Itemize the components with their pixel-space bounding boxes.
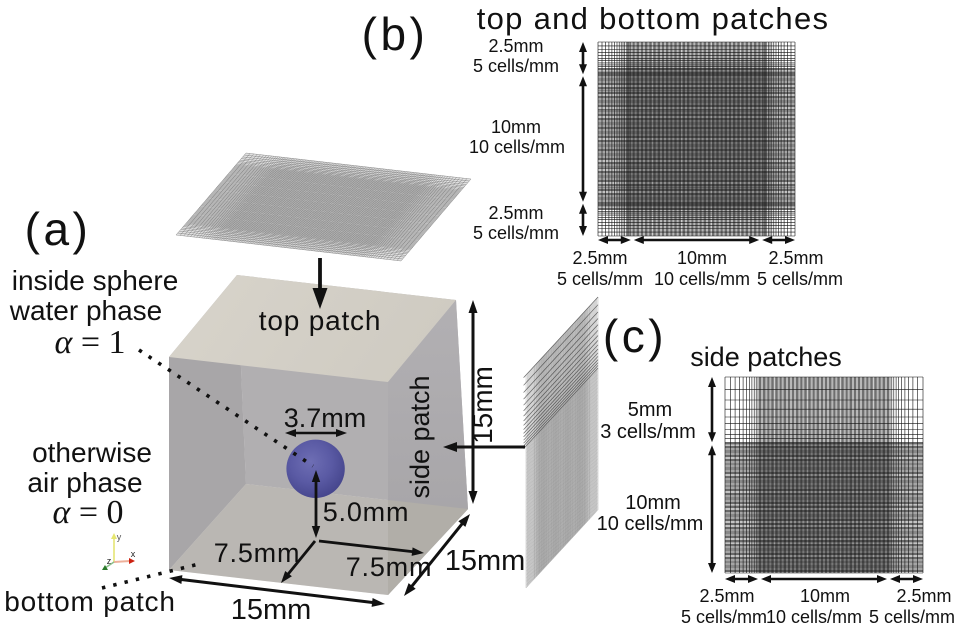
svg-text:5.0mm: 5.0mm	[323, 497, 410, 527]
svg-text:side patch: side patch	[405, 375, 435, 498]
svg-text:2.5mm: 2.5mm	[572, 248, 627, 268]
svg-text:α = 1: α = 1	[54, 324, 125, 361]
svg-text:otherwise: otherwise	[32, 437, 152, 468]
svg-text:(b): (b)	[362, 8, 429, 60]
svg-text:top patch: top patch	[259, 305, 381, 336]
svg-text:15mm: 15mm	[445, 545, 526, 577]
svg-text:y: y	[117, 532, 122, 542]
svg-text:10 cells/mm: 10 cells/mm	[469, 137, 565, 157]
svg-text:x: x	[131, 549, 136, 559]
svg-text:10mm: 10mm	[625, 492, 681, 514]
svg-text:7.5mm: 7.5mm	[214, 538, 301, 568]
svg-text:air phase: air phase	[27, 467, 142, 498]
svg-text:10mm: 10mm	[677, 248, 727, 268]
svg-text:2.5mm: 2.5mm	[488, 36, 543, 56]
svg-text:7.5mm: 7.5mm	[346, 552, 433, 582]
svg-text:(c): (c)	[603, 310, 667, 362]
svg-text:2.5mm: 2.5mm	[488, 203, 543, 223]
svg-text:2.5mm: 2.5mm	[768, 248, 823, 268]
svg-text:5 cells/mm: 5 cells/mm	[681, 607, 767, 627]
svg-text:3.7mm: 3.7mm	[284, 403, 367, 433]
svg-text:2.5mm: 2.5mm	[896, 586, 951, 606]
svg-text:10mm: 10mm	[491, 117, 541, 137]
svg-text:top and bottom patches: top and bottom patches	[477, 1, 830, 36]
svg-text:10mm: 10mm	[800, 586, 850, 606]
svg-text:15mm: 15mm	[467, 366, 498, 444]
svg-text:bottom patch: bottom patch	[4, 586, 175, 617]
svg-text:5 cells/mm: 5 cells/mm	[869, 607, 955, 627]
svg-text:5mm: 5mm	[628, 399, 672, 421]
svg-text:side patches: side patches	[690, 342, 842, 372]
svg-text:3 cells/mm: 3 cells/mm	[600, 421, 696, 443]
svg-text:(a): (a)	[25, 203, 92, 255]
svg-text:water phase: water phase	[9, 295, 163, 326]
svg-text:10 cells/mm: 10 cells/mm	[766, 607, 862, 627]
svg-text:5 cells/mm: 5 cells/mm	[757, 269, 843, 289]
svg-text:2.5mm: 2.5mm	[699, 586, 754, 606]
svg-text:10 cells/mm: 10 cells/mm	[654, 269, 750, 289]
svg-text:10 cells/mm: 10 cells/mm	[597, 513, 704, 535]
svg-text:z: z	[107, 556, 112, 566]
svg-text:5 cells/mm: 5 cells/mm	[557, 269, 643, 289]
svg-text:inside sphere: inside sphere	[12, 265, 179, 296]
svg-text:15mm: 15mm	[231, 594, 312, 626]
svg-text:5 cells/mm: 5 cells/mm	[473, 56, 559, 76]
svg-text:5 cells/mm: 5 cells/mm	[473, 223, 559, 243]
svg-text:α = 0: α = 0	[52, 494, 123, 531]
